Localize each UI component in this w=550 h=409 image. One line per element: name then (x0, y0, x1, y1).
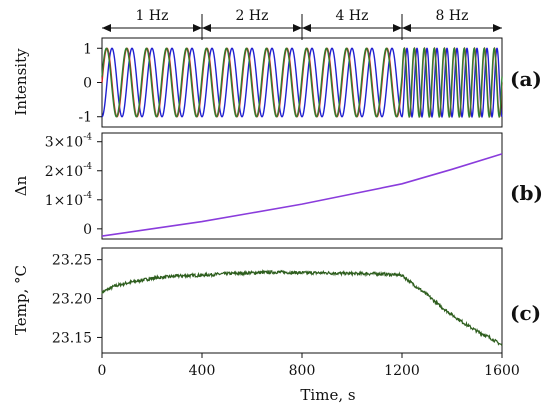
band-arrow-head-left (202, 24, 211, 32)
delta-n-line (101, 153, 503, 237)
panel-a-ytick-label: -1 (78, 110, 92, 126)
panel-c-tag: (c) (510, 301, 541, 325)
frequency-bands: 1 Hz 2 Hz 4 Hz 8 Hz (102, 8, 502, 40)
panel-b-tag: (b) (510, 181, 543, 205)
band-arrow-head-left (402, 24, 411, 32)
panel-c-frame (101, 247, 503, 354)
panel-c-ytick-label: 23.25 (52, 253, 92, 269)
band-1: 1 Hz (102, 8, 202, 32)
panel-a-ytick-label: 1 (83, 41, 92, 57)
band-arrow-head-right (393, 24, 402, 32)
band-arrow-head-left (102, 24, 111, 32)
x-axis-title: Time, s (300, 386, 355, 404)
band-arrow-head-left (302, 24, 311, 32)
panel-c-ylabel: Temp, °C (12, 265, 30, 335)
panel-b-ytick-label: 2×10-4 (45, 162, 93, 180)
panel-c-series (101, 268, 503, 346)
panel-a-tag: (a) (510, 67, 542, 91)
intensity-series-3 (101, 47, 503, 118)
panel-c-xtick-label: 0 (98, 363, 107, 379)
panel-c-yticks: 23.25 23.20 23.15 (52, 253, 102, 346)
band-2: 2 Hz (202, 8, 302, 32)
panel-a-yticks: 1 0 -1 (78, 41, 102, 126)
panel-b-series (101, 153, 503, 237)
band-4: 8 Hz (402, 8, 502, 32)
panel-c-xticks: 0 400 800 1200 1600 (98, 353, 520, 379)
panel-a: Intensity (a) 1 0 -1 1 Hz 2 Hz 4 Hz 8 Hz (12, 8, 542, 128)
panel-c-xtick-label: 800 (289, 363, 316, 379)
band-label: 8 Hz (436, 8, 469, 24)
panel-c-xtick-label: 1600 (484, 363, 520, 379)
panel-a-series (101, 47, 503, 119)
band-label: 1 Hz (136, 8, 169, 24)
panel-b-ytick-label: 1×10-4 (45, 191, 93, 209)
panel-a-ylabel: Intensity (12, 48, 30, 116)
panel-b-ylabel: Δn (12, 175, 30, 196)
panel-b-yticks: 0 1×10-4 2×10-4 3×10-4 (45, 133, 102, 238)
panel-b-frame (101, 132, 503, 240)
panel-b-ytick-label: 0 (83, 222, 92, 238)
panel-c-ytick-label: 23.15 (52, 330, 92, 346)
panel-c-ytick-label: 23.20 (52, 292, 92, 308)
band-3: 4 Hz (302, 8, 402, 32)
band-label: 4 Hz (336, 8, 369, 24)
panel-c-xtick-label: 400 (189, 363, 216, 379)
panel-b: Δn (b) 0 1×10-4 2×10-4 3×10-4 (12, 132, 543, 240)
temperature-line (101, 268, 503, 346)
panel-a-ytick-label: 0 (83, 76, 92, 92)
band-arrow-head-right (193, 24, 202, 32)
panel-c-xtick-label: 1200 (384, 363, 420, 379)
band-arrow-head-right (493, 24, 502, 32)
band-arrow-head-right (293, 24, 302, 32)
panel-c: Temp, °C (c) 23.25 23.20 23.15 0 400 800 1200… (12, 247, 541, 404)
band-label: 2 Hz (236, 8, 269, 24)
panel-b-ytick-label: 3×10-4 (45, 133, 93, 151)
